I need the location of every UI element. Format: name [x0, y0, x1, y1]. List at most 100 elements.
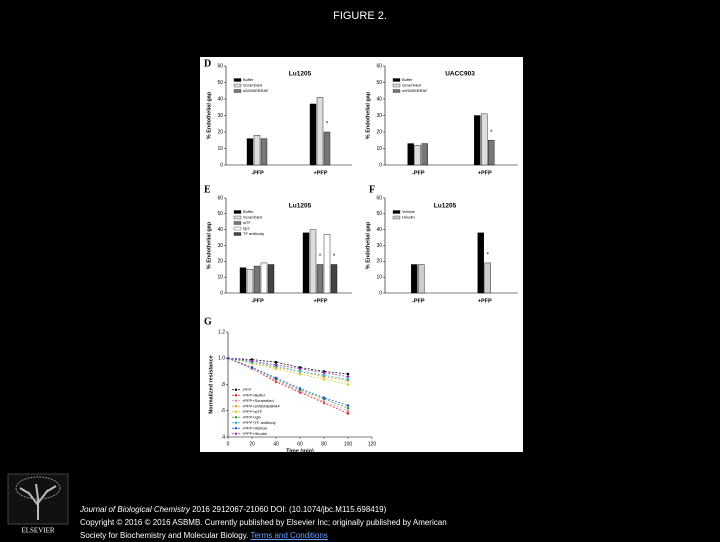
- y-tick-label: 20: [376, 129, 382, 135]
- bar: [407, 143, 414, 166]
- x-tick-label: -PFP: [251, 298, 264, 304]
- legend-marker: [234, 427, 238, 430]
- y-tick-label: 30: [376, 113, 382, 119]
- bar: [309, 103, 317, 166]
- x-tick-label: 100: [344, 441, 353, 447]
- legend-label: +PFP+IgG: [242, 414, 261, 419]
- series-marker: [226, 356, 230, 360]
- y-tick-label: 40: [376, 227, 382, 233]
- series-marker: [274, 367, 278, 371]
- y-tick-label: 50: [376, 80, 382, 86]
- legend-label: +PFP+siV600EBRAF: [242, 403, 281, 408]
- bar: [246, 138, 254, 166]
- y-tick-label: 0: [379, 162, 382, 168]
- series-marker: [274, 376, 278, 380]
- bar: [253, 265, 261, 294]
- citation-line: Society for Biochemistry and Molecular B…: [80, 529, 710, 542]
- legend-label: +PFP+Scrambled: [242, 398, 274, 403]
- series-marker: [250, 359, 254, 363]
- series-marker: [298, 370, 302, 373]
- bar: [414, 144, 421, 166]
- legend-swatch: [233, 210, 242, 214]
- elsevier-logo: ELSEVIER: [7, 473, 69, 535]
- series-marker: [346, 406, 350, 410]
- x-tick-label: 80: [321, 441, 327, 447]
- legend-marker: [234, 421, 238, 424]
- bar: [411, 264, 418, 294]
- legend-label: Buffer: [243, 209, 254, 214]
- y-tick-label: 60: [217, 63, 223, 69]
- x-tick-label: -PFP: [412, 170, 425, 176]
- legend-swatch: [233, 215, 242, 220]
- legend-swatch: [233, 232, 242, 236]
- y-axis-label: % Endothelial gap: [365, 91, 371, 139]
- series-marker: [346, 404, 350, 407]
- bar: [323, 234, 331, 294]
- y-tick-label: 60: [376, 195, 382, 201]
- y-tick-label: 20: [376, 259, 382, 265]
- series-marker: [322, 400, 326, 403]
- y-tick-label: 60: [217, 195, 223, 201]
- slide-title: FIGURE 2.: [333, 10, 387, 22]
- y-tick-label: 0: [220, 162, 223, 168]
- terms-link[interactable]: Terms and Conditions: [250, 531, 328, 540]
- legend-marker: [234, 416, 238, 419]
- series-marker: [298, 372, 302, 376]
- series-line: [227, 357, 349, 381]
- legend-swatch: [392, 83, 401, 88]
- legend-swatch: [233, 226, 242, 231]
- series-marker: [250, 366, 254, 369]
- y-tick-label: 10: [376, 274, 382, 280]
- x-tick-label: 60: [297, 441, 303, 447]
- annotation: *: [487, 252, 490, 258]
- legend-label: Buffer: [402, 77, 413, 82]
- bar: [309, 229, 317, 294]
- x-tick-label: -PFP: [251, 170, 264, 176]
- legend-label: siV600EBRAF: [243, 88, 269, 93]
- series-marker: [346, 383, 350, 386]
- y-tick-label: 30: [217, 113, 223, 119]
- legend-marker: [234, 394, 238, 397]
- x-tick-label: +PFP: [314, 170, 328, 176]
- legend-label: +PFP+TF antibody: [242, 420, 276, 425]
- legend-label: Scrambled: [243, 215, 262, 220]
- y-tick-label: 10: [376, 146, 382, 152]
- citation-text: 2016 2912067-21060 DOI: (10.1074/jbc.M11…: [192, 505, 387, 514]
- journal: Journal of Biological Chemistry: [80, 505, 190, 514]
- legend-label: IgG: [243, 226, 249, 231]
- bar: [418, 264, 425, 294]
- x-tick-label: 40: [273, 441, 279, 447]
- series-line: [227, 357, 349, 380]
- legend-swatch: [233, 221, 242, 225]
- legend-label: TF antibody: [243, 231, 264, 236]
- bar: [260, 138, 268, 166]
- series-marker: [346, 375, 350, 378]
- chart-title: Lu1205: [434, 203, 457, 210]
- bar: [488, 140, 495, 166]
- x-tick-label: -PFP: [412, 298, 425, 304]
- legend-marker: [234, 410, 238, 413]
- y-tick-label: 30: [217, 243, 223, 249]
- y-tick-label: 40: [217, 227, 223, 233]
- y-tick-label: 40: [217, 96, 223, 102]
- series-marker: [346, 377, 350, 381]
- y-tick-label: 50: [376, 211, 382, 217]
- citation-line: Copyright © 2016 © 2016 ASBMB. Currently…: [80, 518, 447, 527]
- y-tick-label: 30: [376, 243, 382, 249]
- logo-canopy: [15, 476, 61, 500]
- series-marker: [322, 374, 326, 377]
- y-tick-label: 0: [220, 290, 223, 296]
- y-tick-label: .4: [221, 434, 225, 440]
- series-marker: [346, 412, 350, 415]
- series-marker: [274, 360, 278, 364]
- y-tick-label: 50: [217, 80, 223, 86]
- series-marker: [322, 377, 326, 381]
- annotation: *: [319, 254, 322, 260]
- citation-text: Society for Biochemistry and Molecular B…: [80, 531, 249, 540]
- annotation: *: [326, 122, 329, 128]
- citation: Journal of Biological Chemistry 2016 291…: [80, 503, 710, 542]
- series-marker: [322, 396, 326, 399]
- y-tick-label: .6: [221, 408, 225, 414]
